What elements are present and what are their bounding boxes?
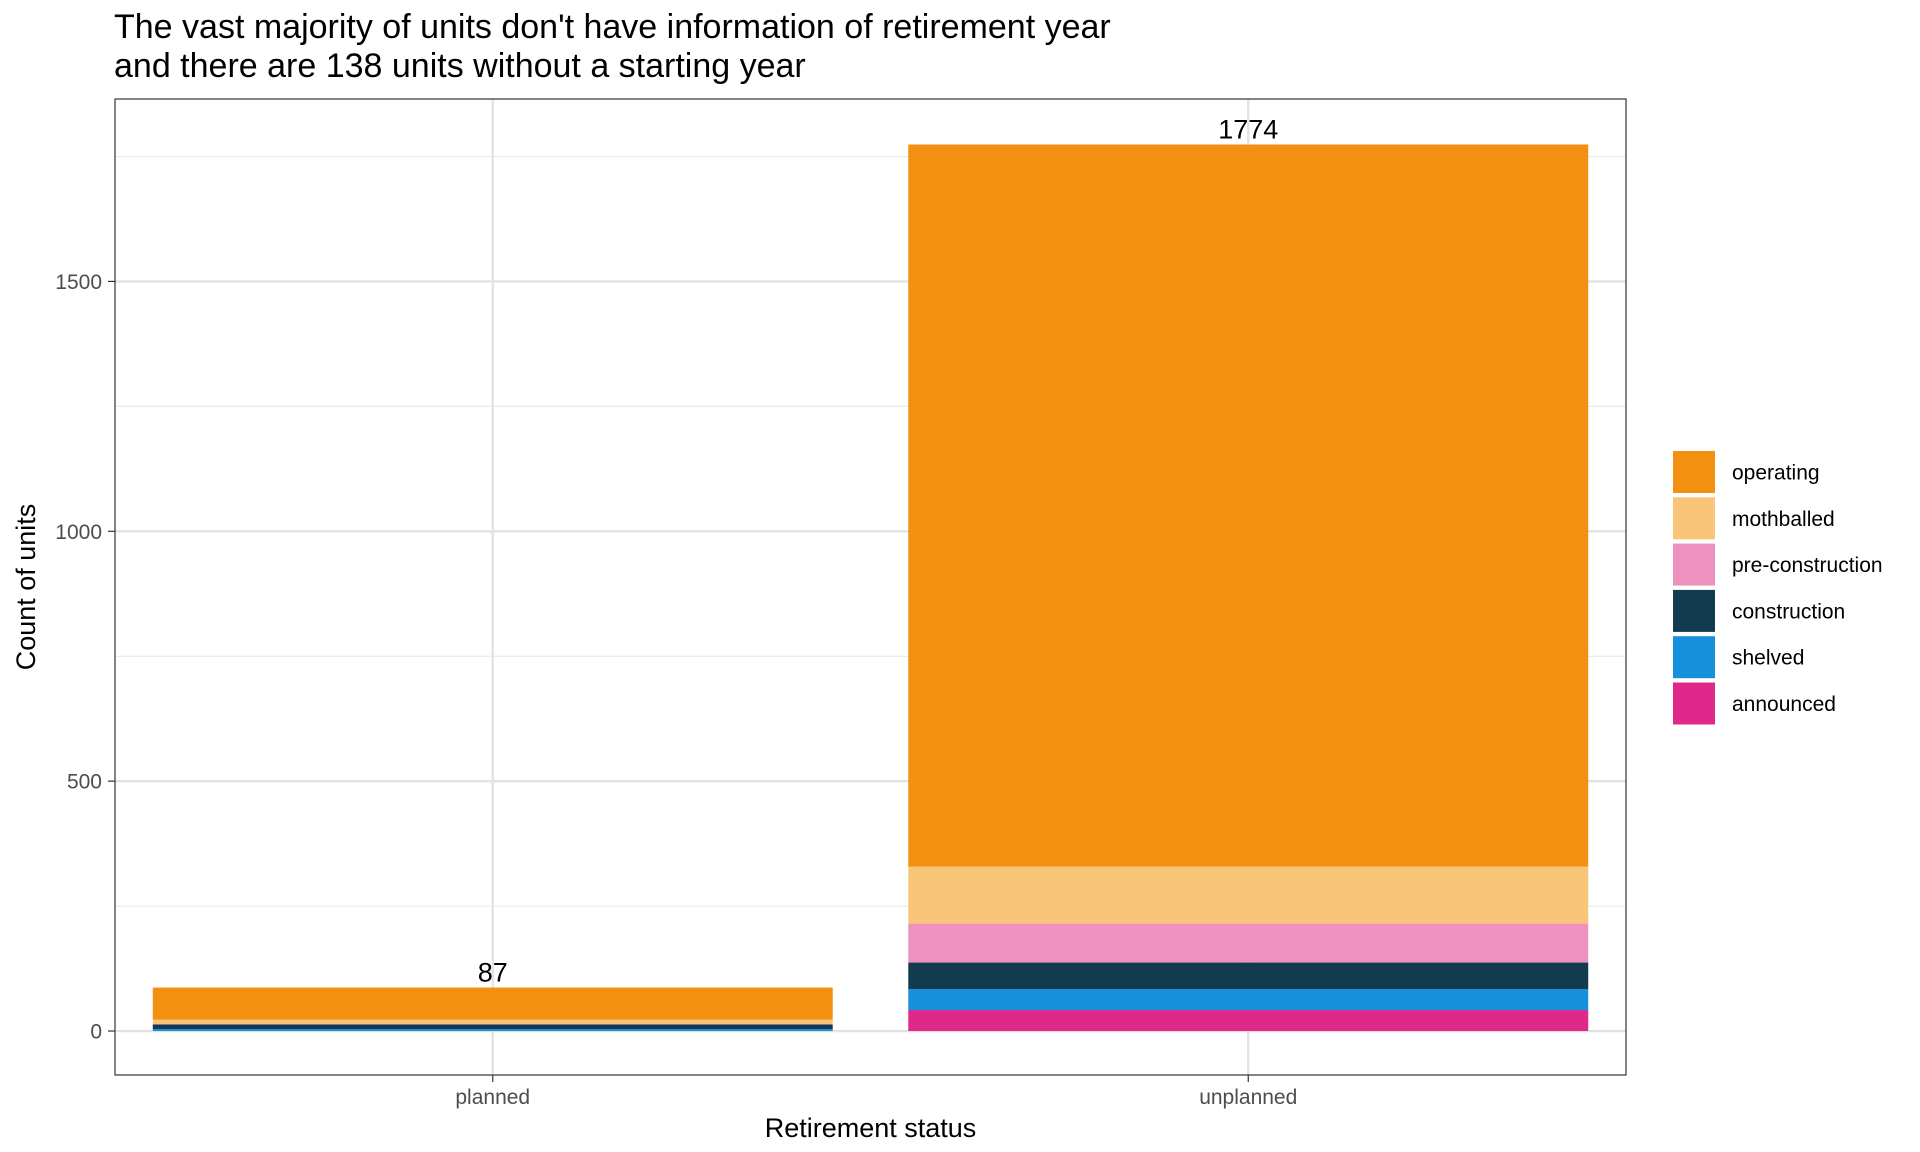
legend: operating mothballed pre-construction const…: [1673, 451, 1883, 725]
bar-segment-unplanned-mothballed: [908, 866, 1589, 924]
x-tick-label-unplanned: unplanned: [1199, 1086, 1297, 1109]
y-tick-label: 1500: [55, 271, 102, 294]
legend-key-operating: [1673, 451, 1715, 493]
legend-label-shelved: shelved: [1732, 647, 1804, 670]
legend-label-operating: operating: [1732, 462, 1820, 485]
legend-key-shelved: [1673, 636, 1715, 679]
legend-key-pre-construction: [1673, 543, 1715, 586]
y-tick-label: 500: [67, 771, 102, 794]
chart-title-line-1: The vast majority of units don't have in…: [114, 8, 1111, 46]
chart-title-line-2: and there are 138 units without a starti…: [114, 47, 806, 85]
axes-layer: 0 500 1000 1500 planned unplanned: [55, 271, 1297, 1109]
bar-segment-planned-shelved: [152, 1029, 833, 1032]
bar-segment-unplanned-operating: [908, 144, 1589, 867]
legend-label-mothballed: mothballed: [1732, 508, 1835, 531]
legend-label-announced: announced: [1732, 693, 1836, 716]
legend-label-construction: construction: [1732, 600, 1845, 623]
chart-title: The vast majority of units don't have in…: [114, 8, 1111, 86]
legend-key-construction: [1673, 589, 1715, 632]
x-axis-title: Retirement status: [765, 1113, 977, 1143]
plot-panel-border: [114, 98, 1627, 1076]
total-label-unplanned: 1774: [1218, 114, 1278, 144]
bar-segment-unplanned-announced: [908, 1010, 1589, 1032]
bar-segment-unplanned-construction: [908, 962, 1589, 990]
total-labels-layer: 87 1774: [478, 114, 1279, 987]
y-axis-title: Count of units: [11, 504, 41, 671]
legend-label-pre-construction: pre-construction: [1732, 554, 1883, 577]
bar-segment-unplanned-shelved: [908, 989, 1589, 1011]
bar-segment-planned-operating: [152, 987, 833, 1020]
bar-segment-planned-construction: [152, 1024, 833, 1030]
y-tick-label: 0: [90, 1021, 102, 1044]
bar-segment-planned-mothballed: [152, 1019, 833, 1025]
bars-layer: [152, 144, 1589, 1032]
y-tick-label: 1000: [55, 521, 102, 544]
bar-segment-unplanned-pre-construction: [908, 923, 1589, 963]
x-tick-label-planned: planned: [455, 1086, 530, 1109]
legend-key-mothballed: [1673, 497, 1715, 540]
legend-key-announced: [1673, 682, 1715, 725]
total-label-planned: 87: [478, 958, 508, 988]
